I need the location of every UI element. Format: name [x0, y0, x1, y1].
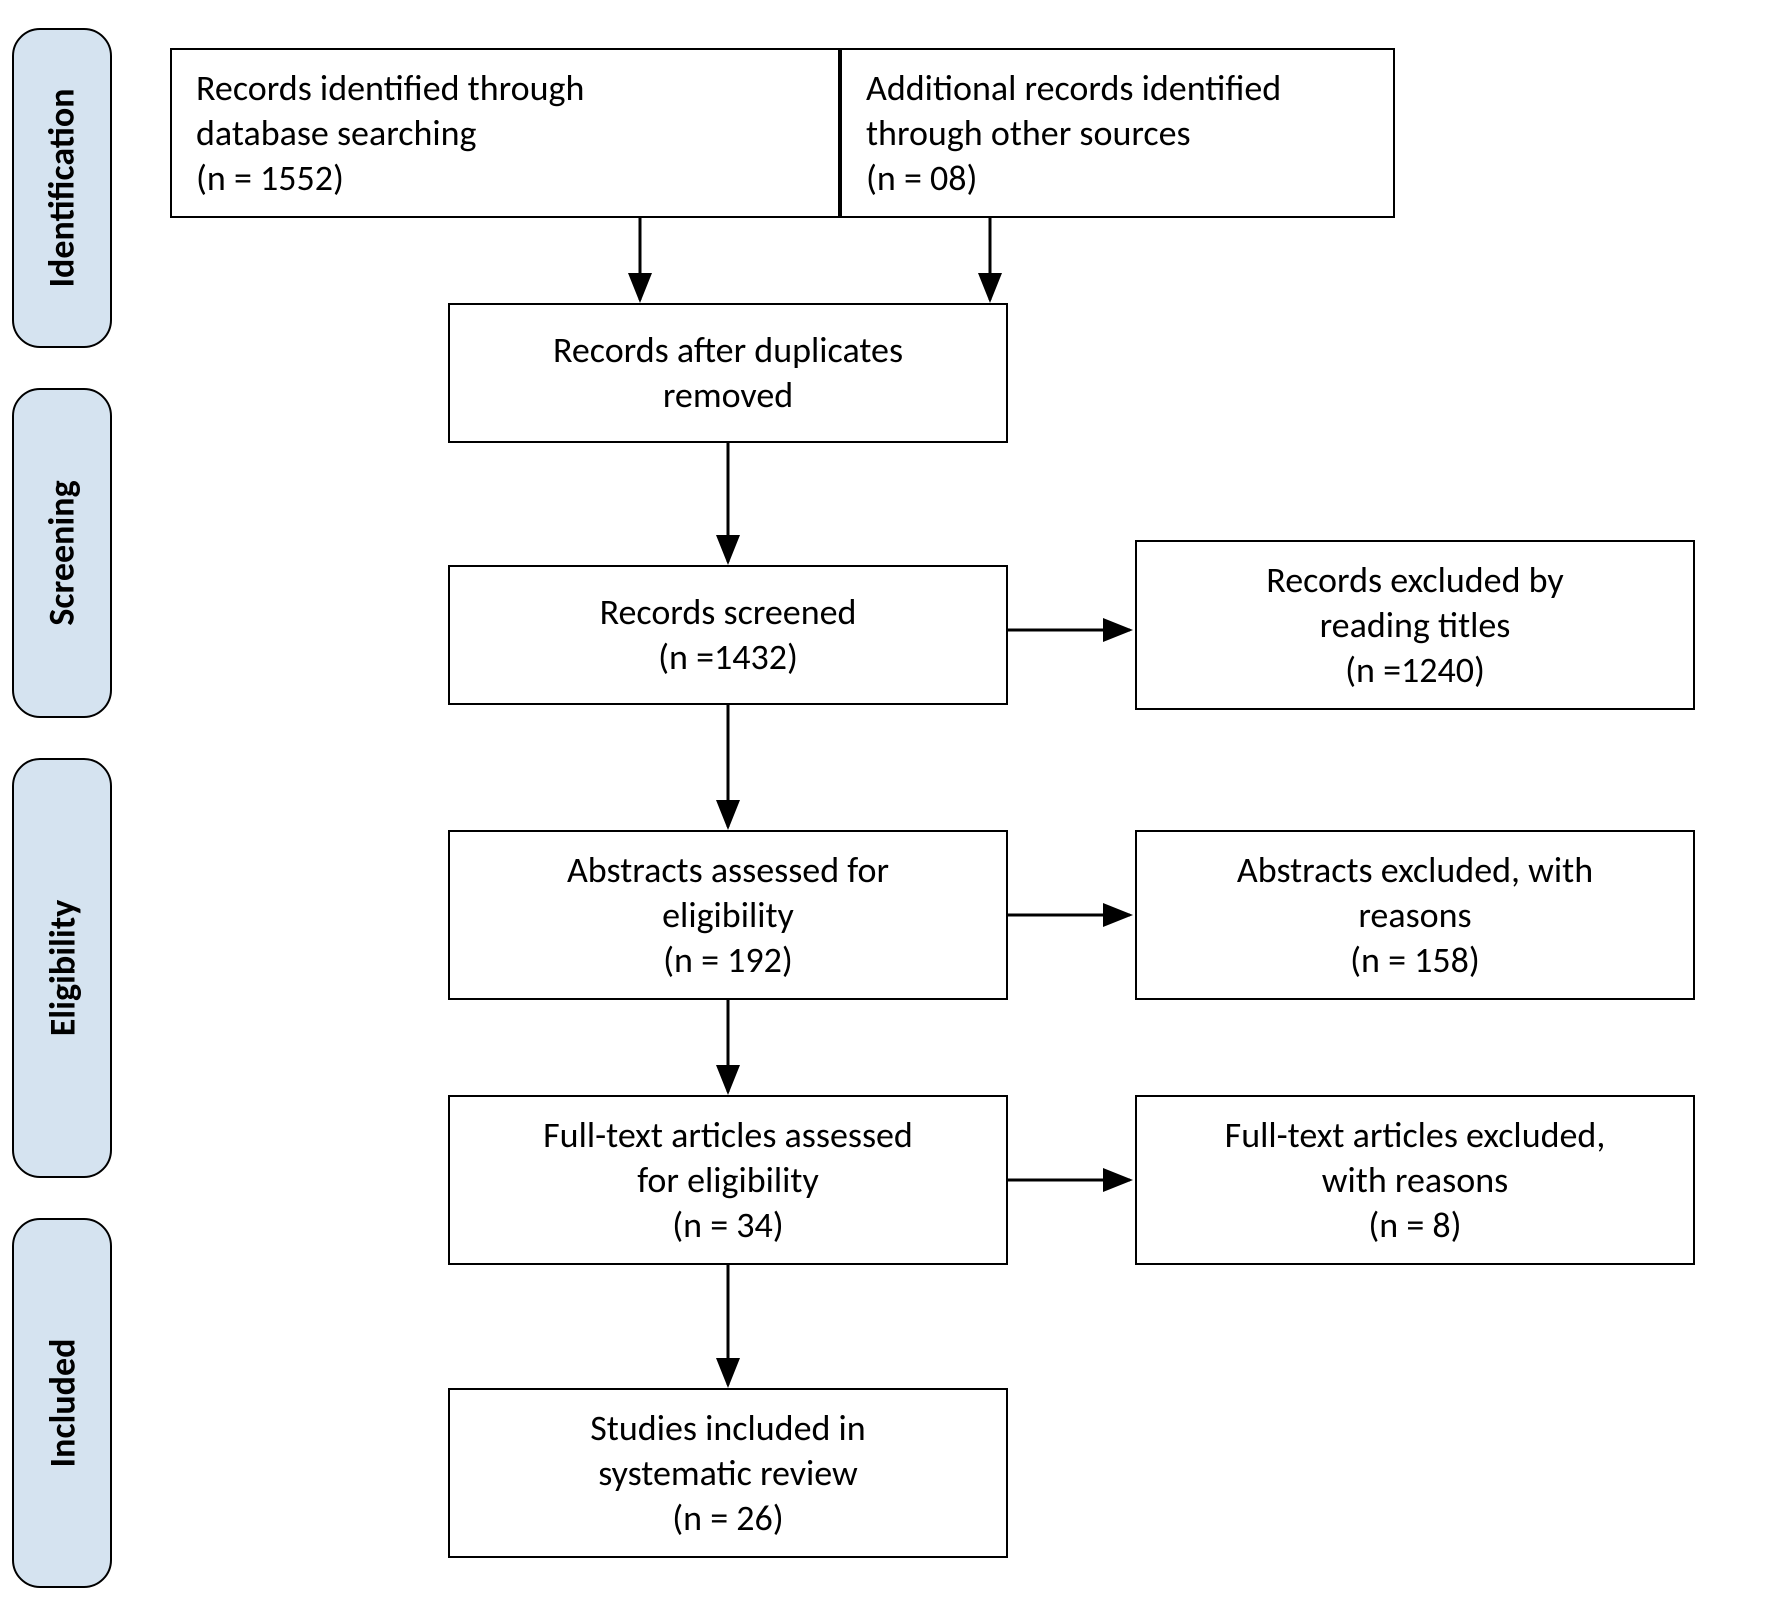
- box-excl-titles-l1: Records excluded by: [1266, 558, 1563, 603]
- box-inc-l3: (n = 26): [672, 1496, 783, 1541]
- box-other-sources-l3: (n = 08): [866, 156, 977, 201]
- box-after-duplicates: Records after duplicates removed: [448, 303, 1008, 443]
- box-after-dup-l1: Records after duplicates: [553, 328, 903, 373]
- box-excl-titles-l3: (n =1240): [1345, 648, 1485, 693]
- box-ft-excl-l2: with reasons: [1322, 1158, 1508, 1203]
- box-inc-l2: systematic review: [598, 1451, 858, 1496]
- box-abs-l3: (n = 192): [663, 938, 793, 983]
- box-abs-excl-l2: reasons: [1358, 893, 1471, 938]
- stage-eligibility-text: Eligibility: [40, 900, 84, 1037]
- box-screened: Records screened (n =1432): [448, 565, 1008, 705]
- box-fulltext: Full-text articles assessed for eligibil…: [448, 1095, 1008, 1265]
- arrows-layer: [0, 0, 1775, 1621]
- box-db-search-l3: (n = 1552): [196, 156, 344, 201]
- box-screened-l2: (n =1432): [658, 635, 798, 680]
- stage-identification: Identification: [12, 28, 112, 348]
- box-fulltext-excluded: Full-text articles excluded, with reason…: [1135, 1095, 1695, 1265]
- box-other-sources-l1: Additional records identified: [866, 66, 1281, 111]
- box-ft-excl-l3: (n = 8): [1368, 1203, 1461, 1248]
- box-abstracts: Abstracts assessed for eligibility (n = …: [448, 830, 1008, 1000]
- stage-identification-text: Identification: [40, 88, 84, 287]
- box-excl-titles-l2: reading titles: [1320, 603, 1511, 648]
- box-abstracts-excluded: Abstracts excluded, with reasons (n = 15…: [1135, 830, 1695, 1000]
- box-ft-l3: (n = 34): [672, 1203, 783, 1248]
- box-excluded-titles: Records excluded by reading titles (n =1…: [1135, 540, 1695, 710]
- stage-screening: Screening: [12, 388, 112, 718]
- box-abs-excl-l1: Abstracts excluded, with: [1237, 848, 1593, 893]
- stage-screening-text: Screening: [40, 480, 84, 625]
- box-db-search-l1: Records identified through: [196, 66, 584, 111]
- stage-eligibility: Eligibility: [12, 758, 112, 1178]
- box-after-dup-l2: removed: [663, 373, 793, 418]
- box-db-search: Records identified through database sear…: [170, 48, 840, 218]
- box-other-sources: Additional records identified through ot…: [840, 48, 1395, 218]
- box-abs-l2: eligibility: [662, 893, 794, 938]
- box-abs-l1: Abstracts assessed for: [567, 848, 889, 893]
- box-ft-l2: for eligibility: [637, 1158, 819, 1203]
- box-abs-excl-l3: (n = 158): [1350, 938, 1480, 983]
- box-db-search-l2: database searching: [196, 111, 477, 156]
- box-ft-excl-l1: Full-text articles excluded,: [1225, 1113, 1606, 1158]
- box-inc-l1: Studies included in: [590, 1406, 865, 1451]
- stage-included-text: Included: [40, 1339, 84, 1468]
- box-other-sources-l2: through other sources: [866, 111, 1191, 156]
- flowchart-canvas: Identification Screening Eligibility Inc…: [0, 0, 1775, 1621]
- stage-included: Included: [12, 1218, 112, 1588]
- box-included: Studies included in systematic review (n…: [448, 1388, 1008, 1558]
- box-ft-l1: Full-text articles assessed: [543, 1113, 913, 1158]
- box-screened-l1: Records screened: [600, 590, 857, 635]
